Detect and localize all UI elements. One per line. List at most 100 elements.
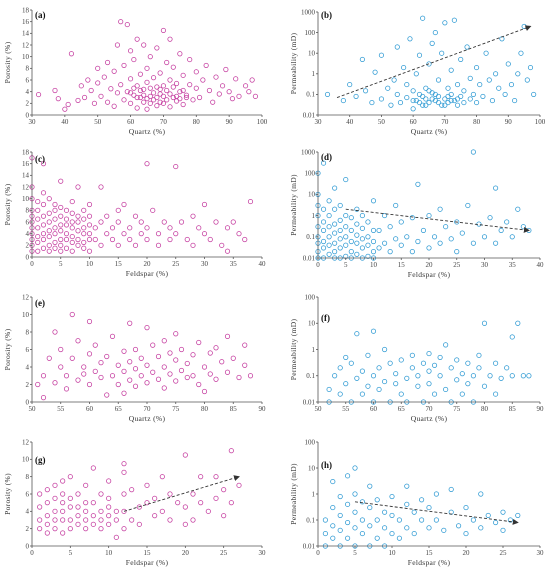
x-tick-label: 70 xyxy=(160,118,168,126)
data-point xyxy=(106,504,112,510)
data-point xyxy=(332,230,338,236)
data-point xyxy=(69,225,75,231)
data-point xyxy=(58,346,64,353)
data-point xyxy=(487,373,493,379)
data-point xyxy=(155,353,162,360)
data-point xyxy=(505,61,511,67)
data-point xyxy=(44,530,50,536)
data-point xyxy=(247,199,254,205)
x-tick-label: 20 xyxy=(426,261,434,269)
data-point xyxy=(423,85,429,91)
data-point xyxy=(433,517,439,523)
data-point xyxy=(90,521,96,527)
data-point xyxy=(121,62,127,68)
data-point xyxy=(121,97,127,103)
data-point xyxy=(173,378,179,384)
x-tick-label: 100 xyxy=(535,118,546,126)
data-point xyxy=(337,391,343,397)
y-tick-label: 2 xyxy=(26,525,30,533)
y-tick-label: 0.01 xyxy=(303,254,316,262)
data-point xyxy=(370,328,377,334)
data-point xyxy=(178,346,185,353)
data-point xyxy=(92,225,98,231)
data-point xyxy=(415,383,421,389)
data-point xyxy=(98,491,104,497)
data-point xyxy=(40,222,47,228)
y-tick-label: 8 xyxy=(26,65,30,73)
data-point xyxy=(69,199,75,205)
data-point xyxy=(196,339,202,346)
data-point xyxy=(330,535,336,541)
data-point xyxy=(367,483,373,489)
y-tick-label: 12 xyxy=(22,293,30,301)
x-tick-label: 75 xyxy=(172,405,180,413)
x-tick-label: 10 xyxy=(105,549,113,557)
data-point xyxy=(365,242,371,248)
data-point xyxy=(485,512,491,518)
data-point xyxy=(121,526,127,532)
data-point xyxy=(458,56,464,62)
x-tick-label: 70 xyxy=(426,405,434,413)
data-point xyxy=(439,50,445,56)
data-point xyxy=(58,248,64,254)
data-point xyxy=(206,87,213,94)
data-point xyxy=(324,91,331,97)
data-point xyxy=(481,383,488,389)
data-point xyxy=(75,228,81,234)
y-tick-label: 0.1 xyxy=(306,516,315,524)
data-point xyxy=(131,57,137,63)
y-tick-label: 1 xyxy=(312,212,316,220)
data-point xyxy=(213,74,219,80)
x-tick-label: 30 xyxy=(201,260,209,268)
y-tick-label: 12 xyxy=(22,438,30,446)
data-point xyxy=(207,236,213,243)
data-point xyxy=(426,505,432,511)
y-tick-label: 0 xyxy=(26,398,30,406)
y-axis-label: Porosity (%) xyxy=(3,328,12,370)
data-point xyxy=(415,373,421,379)
data-point xyxy=(129,517,135,523)
data-point xyxy=(177,89,183,95)
data-point xyxy=(531,91,537,97)
data-point xyxy=(182,521,188,527)
data-point xyxy=(52,517,58,523)
data-point xyxy=(396,517,402,523)
data-point xyxy=(389,493,395,500)
data-point xyxy=(132,242,139,248)
data-point xyxy=(132,366,139,372)
x-tick-label: 65 xyxy=(115,405,123,413)
y-tick-label: 14 xyxy=(22,30,30,38)
x-tick-label: 40 xyxy=(259,260,267,268)
data-point xyxy=(121,469,127,475)
y-tick-label: 8 xyxy=(26,473,30,481)
data-point xyxy=(337,245,343,251)
data-point xyxy=(433,491,439,497)
data-point xyxy=(493,240,499,246)
data-point xyxy=(416,100,423,106)
data-point xyxy=(134,83,140,89)
data-point xyxy=(454,357,460,363)
data-point xyxy=(354,251,360,257)
data-point xyxy=(144,65,150,71)
panel-a: 30 40 50 60 70 80 90 100 0 2 4 6 8 10 12 14 16 18 Quartz (… xyxy=(3,6,268,136)
data-point xyxy=(144,161,150,167)
data-point xyxy=(359,56,365,62)
data-point xyxy=(228,500,234,506)
data-point xyxy=(374,517,380,523)
data-point xyxy=(127,100,134,106)
data-point xyxy=(35,248,41,254)
data-point xyxy=(354,206,360,212)
x-tick-label: 80 xyxy=(481,405,489,413)
data-point xyxy=(167,91,173,97)
data-point xyxy=(46,210,52,216)
data-point xyxy=(108,86,114,92)
data-point xyxy=(90,513,96,519)
data-point xyxy=(164,97,170,103)
data-point xyxy=(398,357,404,363)
data-point xyxy=(81,216,87,222)
x-tick-label: 85 xyxy=(230,405,238,413)
panel-label: (g) xyxy=(35,455,46,465)
data-point xyxy=(144,380,150,386)
data-point xyxy=(426,100,432,106)
x-tick-label: 10 xyxy=(370,261,378,269)
